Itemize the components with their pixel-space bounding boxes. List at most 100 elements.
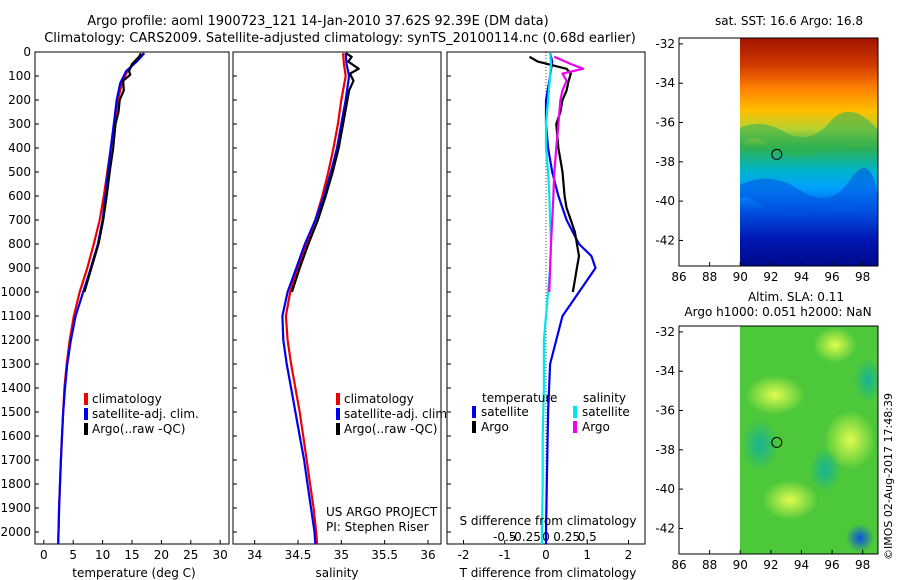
figure-title-line2: Climatology: CARS2009. Satellite-adjuste… — [44, 31, 636, 46]
argo-float-marker — [771, 148, 783, 160]
map-x-tick-label: 96 — [824, 270, 839, 284]
argo-float-marker — [771, 436, 783, 448]
difference-legend: temperature salinity satellite Argo sate… — [472, 391, 630, 434]
y-tick-label: 700 — [8, 213, 31, 227]
y-tick-label: 200 — [8, 93, 31, 107]
legend-label-climatology: climatology — [344, 392, 414, 406]
x-tick-label: 2 — [625, 548, 633, 562]
x-tick-label: 5 — [69, 548, 77, 562]
legend-swatch-s-satellite — [573, 406, 577, 418]
x-tick-label: 20 — [154, 548, 169, 562]
legend-label-s-argo: Argo — [582, 420, 610, 434]
temperature-legend: climatology satellite-adj. clim. Argo(..… — [84, 392, 199, 436]
x-tick-label: 0 — [40, 548, 48, 562]
imos-stamp: ©IMOS 02-Aug-2017 17:48:39 — [882, 393, 895, 560]
y-tick-label: 500 — [8, 165, 31, 179]
legend-title-salinity: salinity — [583, 391, 626, 405]
difference-lines — [528, 52, 597, 544]
legend-label-argo: Argo(..raw -QC) — [92, 422, 185, 436]
map-y-tick-label: -42 — [655, 233, 675, 247]
y-tick-label: 300 — [8, 117, 31, 131]
sst-map-border — [678, 37, 879, 267]
sla-title-line2: Argo h1000: 0.051 h2000: NaN — [684, 305, 871, 319]
sla-low-blob — [809, 448, 841, 492]
x-tick-label: 36 — [420, 548, 435, 562]
series-line-temperature-argo — [528, 55, 581, 293]
sla-deep-low-blob — [846, 524, 874, 552]
sla-high-blob — [745, 375, 805, 415]
legend-swatch-argo — [84, 423, 88, 435]
y-tick-label: 1900 — [0, 501, 31, 515]
map-x-tick-label: 92 — [763, 558, 778, 572]
salinity-legend: climatology satellite-adj. clim. Argo(..… — [336, 392, 451, 436]
sla-high-blob — [824, 410, 876, 470]
y-tick-label: 1700 — [0, 453, 31, 467]
y-tick-label: 600 — [8, 189, 31, 203]
y-tick-label: 1400 — [0, 381, 31, 395]
map-y-tick-label: -34 — [655, 364, 675, 378]
project-label: US ARGO PROJECT — [326, 505, 438, 519]
map-x-tick-label: 92 — [763, 270, 778, 284]
figure-title-line1: Argo profile: aoml 1900723_121 14-Jan-20… — [87, 14, 548, 29]
x-tick-label: 34.5 — [285, 548, 312, 562]
sst-map-axes: 86 88 90 92 94 96 98 -32 -34 -36 -38 -40 -42 — [655, 37, 870, 284]
series-line-argo-raw-qc- — [290, 52, 360, 293]
legend-label-satellite: satellite-adj. clim. — [92, 407, 199, 421]
map-x-tick-label: 98 — [855, 270, 870, 284]
x-tick-label: 0 — [542, 548, 550, 562]
x-tick-label: 10 — [95, 548, 110, 562]
sla-high-blob — [813, 327, 857, 363]
series-line-salinity-argo — [548, 55, 585, 293]
map-x-tick-label: 94 — [794, 558, 809, 572]
y-tick-label: 1200 — [0, 333, 31, 347]
legend-label-satellite: satellite-adj. clim. — [344, 407, 451, 421]
x-tick-label: 15 — [124, 548, 139, 562]
temperature-axes: 0 5 10 15 20 25 300100200300400500600700800900… — [0, 45, 227, 562]
legend-swatch-argo — [336, 423, 340, 435]
y-tick-label: 100 — [8, 69, 31, 83]
legend-title-temperature: temperature — [482, 391, 557, 405]
legend-swatch-s-argo — [573, 421, 577, 433]
x-tick-label: 1 — [583, 548, 591, 562]
map-x-tick-label: 88 — [702, 558, 717, 572]
x-tick-label: 25 — [183, 548, 198, 562]
legend-swatch-t-satellite — [472, 406, 476, 418]
s-tick-label: 0.25 — [553, 530, 580, 544]
series-line-climatology — [284, 53, 347, 544]
x-tick-label: 30 — [213, 548, 228, 562]
s-tick-label: -0.5 — [493, 530, 516, 544]
y-tick-label: 900 — [8, 261, 31, 275]
y-tick-label: 400 — [8, 141, 31, 155]
y-tick-label: 1800 — [0, 477, 31, 491]
x-tick-label: -1 — [499, 548, 511, 562]
s-difference-label: S difference from climatology — [460, 514, 637, 528]
map-y-tick-label: -42 — [655, 521, 675, 535]
y-tick-label: 1100 — [0, 309, 31, 323]
s-tick-label: -0.25 — [510, 530, 541, 544]
map-x-tick-label: 96 — [824, 558, 839, 572]
sst-eddy-band — [740, 168, 878, 217]
y-tick-label: 2000 — [0, 525, 31, 539]
map-x-tick-label: 86 — [671, 270, 686, 284]
salinity-xlabel: salinity — [315, 566, 358, 580]
legend-label-t-satellite: satellite — [481, 405, 529, 419]
x-tick-label: 35 — [334, 548, 349, 562]
legend-swatch-satellite — [84, 408, 88, 420]
y-tick-label: 0 — [23, 45, 31, 59]
temperature-lines — [57, 52, 146, 544]
temperature-panel-frame — [34, 51, 230, 545]
map-y-tick-label: -40 — [655, 194, 675, 208]
map-x-tick-label: 86 — [671, 558, 686, 572]
sst-map-title: sat. SST: 16.6 Argo: 16.8 — [715, 14, 863, 28]
difference-axes: -2 -1 0 1 2-0.5-0.25 0 0.250.5 — [447, 51, 633, 562]
sla-high-blob — [762, 480, 818, 520]
legend-swatch-t-argo — [472, 421, 476, 433]
map-y-tick-label: -32 — [655, 325, 675, 339]
y-tick-label: 1600 — [0, 429, 31, 443]
map-y-tick-label: -38 — [655, 155, 675, 169]
x-tick-label: 35.5 — [371, 548, 398, 562]
map-x-tick-label: 90 — [733, 558, 748, 572]
sla-title-line1: Altim. SLA: 0.11 — [748, 290, 844, 304]
series-line-argo-raw-qc- — [83, 52, 142, 293]
